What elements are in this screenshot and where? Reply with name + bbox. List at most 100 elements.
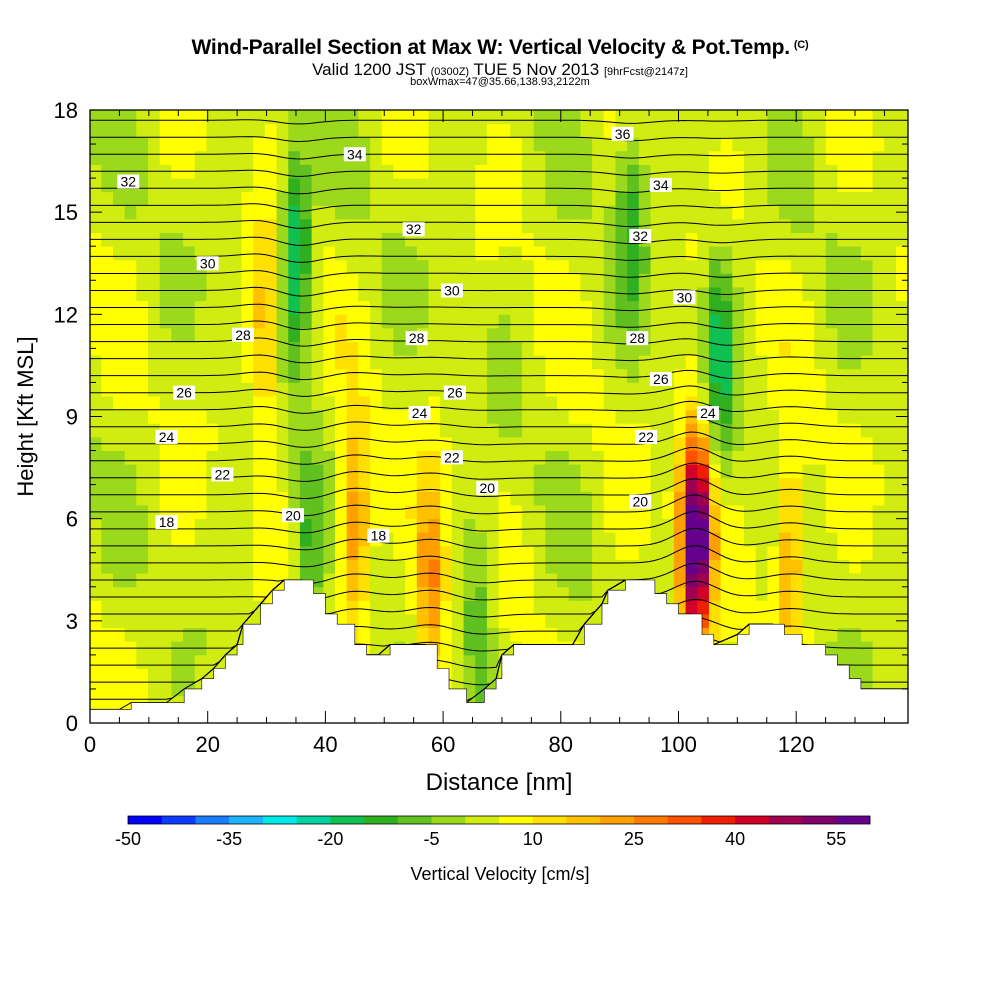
field-cell: [673, 382, 687, 397]
field-cell: [603, 382, 617, 397]
field-cell: [732, 382, 745, 397]
field-cell: [685, 572, 699, 588]
field-cell: [732, 422, 745, 438]
field-cell: [790, 586, 804, 601]
field-cell: [814, 613, 827, 629]
field-cell: [884, 531, 897, 547]
field-cell: [884, 627, 897, 642]
field-cell: [311, 504, 325, 520]
field-cell: [218, 136, 231, 152]
field-cell: [416, 491, 430, 506]
field-cell: [662, 395, 675, 411]
field-cell: [545, 531, 558, 547]
field-cell: [650, 450, 663, 465]
field-cell: [662, 559, 675, 574]
field-cell: [335, 341, 348, 356]
field-cell: [498, 422, 512, 438]
field-cell: [148, 204, 161, 220]
field-cell: [673, 204, 687, 220]
field-cell: [790, 354, 804, 370]
field-cell: [183, 422, 196, 438]
field-cell: [895, 286, 908, 302]
field-cell: [218, 368, 231, 383]
field-cell: [124, 477, 138, 492]
field-cell: [521, 273, 535, 288]
field-cell: [206, 204, 219, 220]
field-cell: [370, 627, 383, 642]
field-cell: [779, 259, 792, 274]
field-cell: [521, 477, 535, 492]
field-cell: [393, 559, 406, 574]
theta-contour-line: [90, 510, 908, 534]
field-cell: [872, 204, 886, 220]
field-cell: [299, 395, 313, 411]
field-cell: [720, 368, 734, 383]
field-cell: [194, 110, 208, 125]
field-cell: [498, 204, 512, 220]
field-cell: [638, 382, 652, 397]
field-cell: [90, 382, 103, 397]
field-cell: [323, 463, 336, 479]
field-cell: [451, 177, 465, 193]
contour-label: 34: [653, 177, 669, 193]
field-cell: [580, 259, 593, 274]
field-cell: [895, 123, 908, 138]
field-cell: [311, 572, 325, 588]
field-cell: [557, 477, 570, 492]
field-cell: [615, 177, 628, 193]
field-cell: [171, 491, 184, 506]
colorbar-label: Vertical Velocity [cm/s]: [410, 864, 589, 884]
field-cell: [580, 586, 593, 601]
field-cell: [767, 436, 780, 451]
field-cell: [405, 436, 418, 451]
field-cell: [533, 613, 547, 629]
field-cell: [229, 518, 243, 533]
field-cell: [814, 150, 827, 165]
field-cell: [779, 586, 792, 601]
field-cell: [884, 136, 897, 152]
field-cell: [90, 191, 103, 206]
field-cell: [662, 572, 675, 588]
field-cell: [381, 191, 395, 206]
field-cell: [790, 286, 804, 302]
field-cell: [662, 218, 675, 233]
field-cell: [685, 395, 699, 411]
field-cell: [673, 368, 687, 383]
field-cell: [440, 110, 453, 125]
field-cell: [440, 477, 453, 492]
field-cell: [790, 477, 804, 492]
field-cell: [825, 204, 839, 220]
field-cell: [440, 354, 453, 370]
field-cell: [253, 463, 266, 479]
field-cell: [440, 545, 453, 560]
field-cell: [311, 245, 325, 261]
field-cell: [825, 123, 839, 138]
field-cell: [370, 409, 383, 424]
field-cell: [206, 518, 219, 533]
contour-label: 22: [215, 466, 231, 482]
field-cell: [837, 273, 850, 288]
field-cell: [335, 409, 348, 424]
field-cell: [416, 150, 430, 165]
field-cell: [405, 491, 418, 506]
field-cell: [557, 409, 570, 424]
field-cell: [148, 286, 161, 302]
field-cell: [463, 450, 477, 465]
field-cell: [837, 518, 850, 533]
field-cell: [720, 613, 734, 629]
field-cell: [884, 409, 897, 424]
field-cell: [183, 668, 196, 683]
field-cell: [241, 191, 254, 206]
field-cell: [627, 382, 640, 397]
field-cell: [837, 586, 850, 601]
field-cell: [370, 600, 383, 615]
field-cell: [323, 136, 336, 152]
field-cell: [335, 422, 348, 438]
field-cell: [580, 136, 593, 152]
field-cell: [370, 300, 383, 315]
field-cell: [335, 245, 348, 261]
field-cell: [568, 613, 582, 629]
field-cell: [673, 531, 687, 547]
field-cell: [732, 273, 745, 288]
field-cell: [510, 218, 523, 233]
